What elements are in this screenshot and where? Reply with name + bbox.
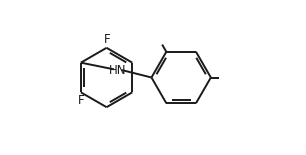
Text: HN: HN	[109, 64, 127, 77]
Text: F: F	[78, 94, 85, 107]
Text: F: F	[104, 33, 111, 46]
